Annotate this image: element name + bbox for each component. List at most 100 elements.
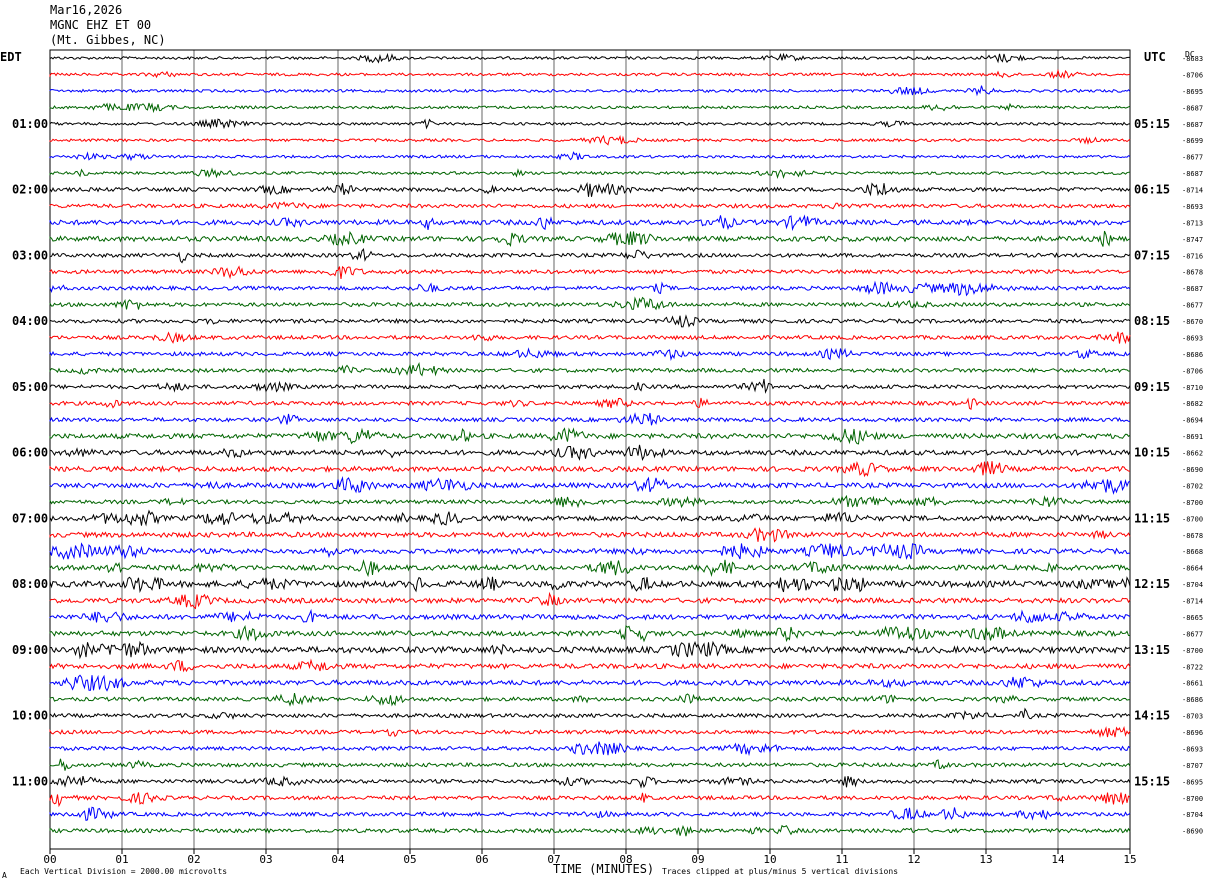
utc-label: UTC	[1144, 50, 1166, 64]
x-tick-label: 10	[763, 853, 776, 866]
seismic-trace	[49, 444, 1131, 462]
clip-note: Traces clipped at plus/minus 5 vertical …	[662, 867, 899, 876]
edt-hour-label: 09:00	[12, 643, 48, 657]
edt-hour-label: 07:00	[12, 511, 48, 525]
seismic-trace	[49, 52, 1130, 64]
dc-offset-label: -8686	[1182, 696, 1203, 704]
seismic-trace	[49, 230, 1131, 248]
dc-offset-label: -8694	[1182, 417, 1203, 425]
seismic-trace	[49, 412, 1131, 426]
dc-offset-label: -8714	[1182, 187, 1203, 195]
seismic-trace	[49, 361, 1131, 377]
dc-offset-label: -8670	[1182, 318, 1203, 326]
x-tick-label: 00	[43, 853, 56, 866]
dc-label: DC	[1185, 50, 1195, 59]
dc-offset-label: -8699	[1182, 137, 1203, 145]
edt-label: EDT	[0, 50, 22, 64]
dc-offset-label: -8714	[1182, 598, 1203, 606]
seismic-trace	[49, 758, 1131, 771]
seismic-trace	[49, 214, 1131, 232]
header-date: Mar16,2026	[50, 3, 123, 17]
label-group: 00 01 02 03 04 05 06 07 08 09 10 11 12 13 14 15 -8683 -87…	[12, 55, 1203, 866]
seismic-trace	[49, 68, 1131, 80]
dc-offset-label: -8704	[1182, 811, 1203, 819]
x-axis-title: TIME (MINUTES)	[553, 862, 655, 876]
seismic-trace	[49, 181, 1131, 197]
seismic-trace	[49, 427, 1131, 445]
seismic-trace	[49, 151, 1131, 162]
x-tick-label: 02	[187, 853, 200, 866]
edt-hour-label: 11:00	[12, 774, 48, 788]
header-location: (Mt. Gibbes, NC)	[50, 33, 166, 47]
seismic-trace	[49, 608, 1131, 624]
dc-offset-label: -8691	[1182, 433, 1203, 441]
dc-offset-label: -8722	[1182, 663, 1203, 671]
x-tick-label: 11	[835, 853, 848, 866]
scale-note: Each Vertical Division = 2000.00 microvo…	[20, 867, 228, 876]
dc-offset-label: -8716	[1182, 252, 1203, 260]
dc-offset-label: -8703	[1182, 713, 1203, 721]
utc-hour-label: 06:15	[1134, 183, 1170, 197]
seismic-trace	[49, 707, 1131, 721]
utc-hour-label: 15:15	[1134, 774, 1170, 788]
edt-hour-label: 03:00	[12, 248, 48, 262]
seismic-trace	[49, 248, 1131, 264]
dc-offset-label: -8693	[1182, 334, 1203, 342]
seismic-trace	[49, 397, 1131, 411]
seismic-trace	[49, 314, 1131, 328]
dc-offset-label: -8700	[1182, 795, 1203, 803]
dc-offset-label: -8687	[1182, 104, 1203, 112]
x-tick-label: 07	[547, 853, 560, 866]
dc-offset-label: -8677	[1182, 630, 1203, 638]
utc-hour-label: 11:15	[1134, 511, 1170, 525]
seismic-trace	[49, 792, 1131, 808]
utc-hour-label: 12:15	[1134, 577, 1170, 591]
utc-hour-label: 14:15	[1134, 709, 1170, 723]
seismic-trace	[49, 542, 1131, 560]
dc-offset-label: -8677	[1182, 154, 1203, 162]
seismic-trace	[49, 674, 1131, 692]
utc-hour-label: 05:15	[1134, 117, 1170, 131]
seismic-trace	[49, 280, 1131, 297]
utc-hour-label: 08:15	[1134, 314, 1170, 328]
seismic-trace	[49, 741, 1131, 757]
seismic-trace	[49, 265, 1131, 280]
dc-offset-label: -8707	[1182, 762, 1203, 770]
x-tick-label: 05	[403, 853, 416, 866]
seismic-trace	[49, 85, 1131, 97]
seismic-trace	[49, 331, 1131, 345]
x-tick-label: 06	[475, 853, 488, 866]
utc-hour-label: 13:15	[1134, 643, 1170, 657]
edt-hour-label: 01:00	[12, 117, 48, 131]
dc-offset-label: -8747	[1182, 236, 1203, 244]
seismic-trace	[49, 494, 1131, 509]
dc-offset-label: -8706	[1182, 367, 1203, 375]
seismic-trace	[49, 726, 1131, 739]
seismic-trace	[49, 296, 1131, 311]
dc-offset-label: -8690	[1182, 466, 1203, 474]
x-tick-label: 12	[907, 853, 920, 866]
seismic-trace	[49, 102, 1131, 114]
x-tick-label: 03	[259, 853, 272, 866]
corner-mark: A	[2, 871, 7, 880]
dc-offset-label: -8664	[1182, 565, 1203, 573]
seismic-trace	[49, 624, 1131, 643]
edt-hour-label: 10:00	[12, 709, 48, 723]
dc-offset-label: -8687	[1182, 170, 1203, 178]
dc-offset-label: -8702	[1182, 482, 1203, 490]
dc-offset-label: -8695	[1182, 88, 1203, 96]
edt-hour-label: 05:00	[12, 380, 48, 394]
seismic-trace	[49, 460, 1131, 478]
dc-offset-label: -8661	[1182, 680, 1203, 688]
seismic-trace	[49, 347, 1131, 361]
x-tick-label: 13	[979, 853, 992, 866]
utc-hour-label: 07:15	[1134, 248, 1170, 262]
seismic-trace	[49, 509, 1131, 527]
seismic-trace	[49, 576, 1131, 594]
dc-offset-label: -8696	[1182, 729, 1203, 737]
seismic-trace	[49, 591, 1131, 610]
dc-offset-label: -8677	[1182, 302, 1203, 310]
dc-offset-label: -8687	[1182, 285, 1203, 293]
dc-offset-label: -8706	[1182, 71, 1203, 79]
